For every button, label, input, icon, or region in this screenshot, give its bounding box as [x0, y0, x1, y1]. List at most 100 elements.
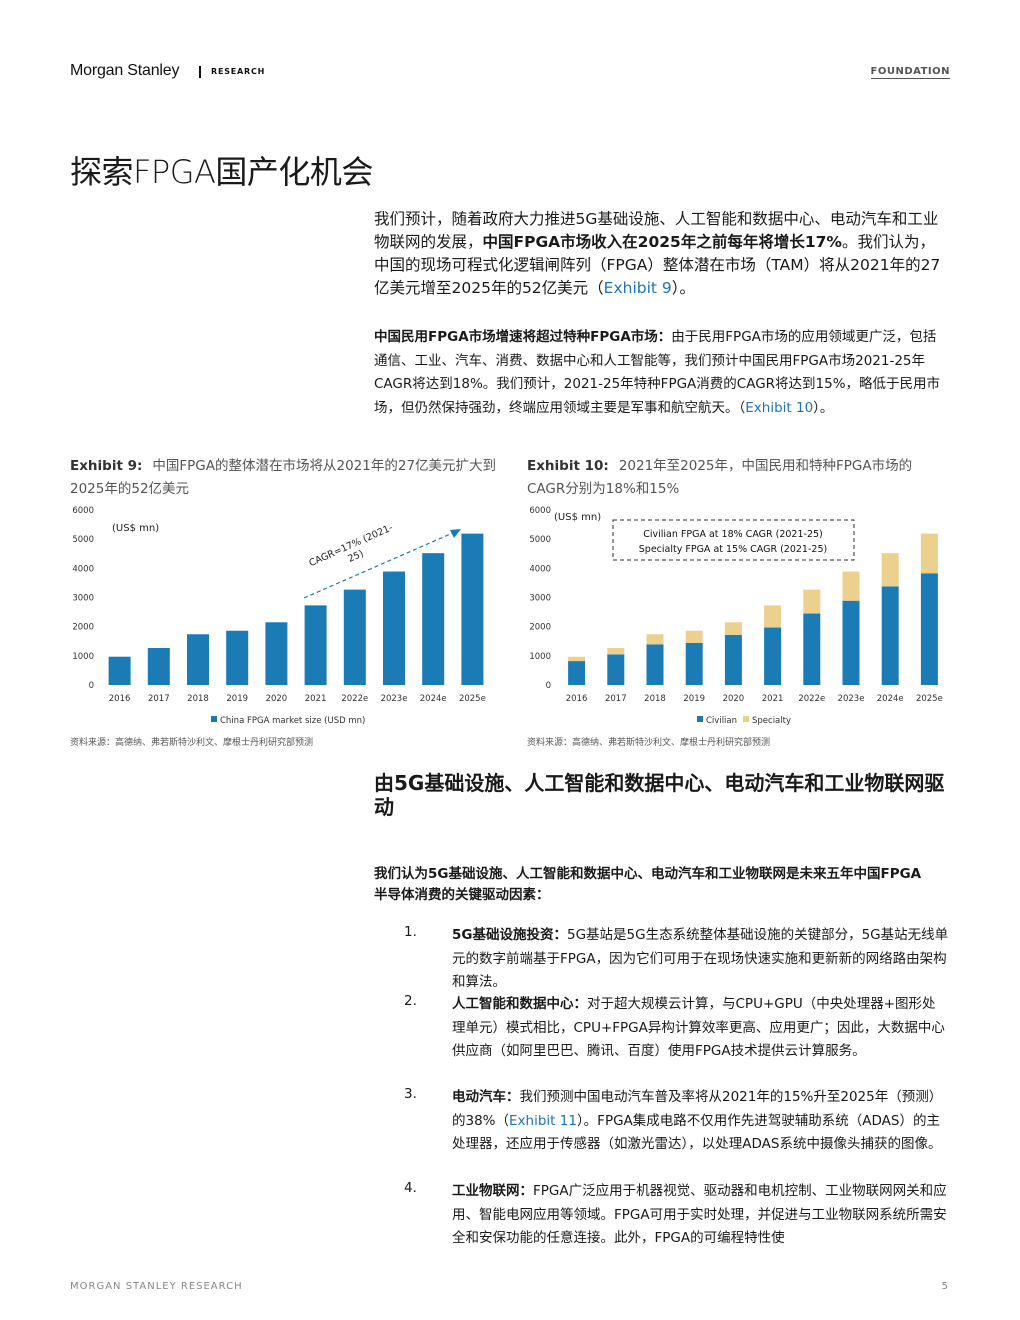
- section-heading: 由5G基础设施、人工智能和数据中心、电动汽车和工业物联网驱动: [374, 771, 945, 819]
- ex9-bar-china-fpga-market-size-usd-mn: [265, 622, 288, 685]
- list-number: 3.: [404, 1086, 417, 1102]
- ex9-x-tick-label: 2018: [187, 694, 209, 704]
- ex9-x-tick-label: 2022e: [341, 694, 368, 704]
- ex10-bar-civilian: [764, 627, 782, 685]
- ex10-x-tick-label: 2024e: [877, 694, 904, 704]
- list-item-heading: 工业物联网：: [452, 1183, 533, 1199]
- ex10-x-tick-label: 2025e: [916, 694, 943, 704]
- header-research-label: RESEARCH: [211, 67, 266, 76]
- list-number: 4.: [404, 1180, 417, 1196]
- ex10-bar-specialty: [920, 533, 938, 574]
- para2-bold: 中国民用FPGA市场增速将超过特种FPGA市场：: [374, 329, 672, 345]
- ex9-bar-china-fpga-market-size-usd-mn: [422, 553, 445, 685]
- ex10-bar-specialty: [685, 630, 703, 643]
- exhibit10-caption: 2021年至2025年，中国民用和特种FPGA市场的CAGR分别为18%和15%: [527, 458, 913, 497]
- ex9-x-tick-label: 2023e: [381, 694, 408, 704]
- ex10-bar-civilian: [881, 586, 899, 685]
- brand-logo: Morgan Stanley: [70, 62, 180, 79]
- ex9-x-tick-label: 2024e: [420, 694, 447, 704]
- ex10-bar-specialty: [724, 622, 742, 635]
- ex9-cagr-arrow-head: [450, 529, 461, 538]
- ex10-x-tick-label: 2022e: [798, 694, 825, 704]
- ex9-x-tick-label: 2021: [305, 694, 327, 704]
- exhibit10-chart: 0 1000 2000 3000 4000 5000 6000 2016 2017 2018 201…: [529, 506, 943, 726]
- list-number: 2.: [404, 993, 417, 1009]
- foundation-tag: FOUNDATION: [870, 66, 950, 79]
- ex10-bar-civilian: [724, 634, 742, 685]
- ex10-bar-civilian: [646, 644, 664, 685]
- list-item-text: FPGA广泛应用于机器视觉、驱动器和电机控制、工业物联网网关和应用、智能电网应用…: [452, 1183, 947, 1246]
- ex9-legend-swatch: [211, 716, 217, 722]
- para1-text-2: 。我们认为，中国的现场可程式化逻辑闸阵列（FPGA）整体潜在市场（TAM）将从2…: [374, 233, 941, 297]
- exhibit11-link[interactable]: Exhibit 11: [509, 1112, 577, 1129]
- ex10-annotation-box: [612, 519, 855, 561]
- ex9-y-tick-label: 5000: [72, 535, 94, 545]
- page-number: 5: [941, 1281, 948, 1292]
- ex9-bar-china-fpga-market-size-usd-mn: [187, 634, 209, 685]
- exhibit9-caption: 中国FPGA的整体潜在市场将从2021年的27亿美元扩大到2025年的52亿美元: [70, 458, 497, 497]
- list-item-text: 5G基站是5G生态系统整体基础设施的关键部分，5G基站无线单元的数字前端基于FP…: [452, 927, 949, 990]
- exhibit10-source: 资料来源：高德纳、弗若斯特沙利文、摩根士丹利研究部预测: [527, 738, 771, 748]
- ex10-bar-civilian: [920, 573, 938, 685]
- ex9-y-tick-label: 0: [89, 681, 94, 691]
- ex10-x-tick-label: 2021: [762, 694, 784, 704]
- ex10-bar-civilian: [803, 613, 821, 685]
- ex9-bar-china-fpga-market-size-usd-mn: [147, 647, 170, 685]
- ex10-annotation-specialty: Specialty FPGA at 15% CAGR (2021-25): [639, 544, 827, 555]
- ex10-x-tick-label: 2023e: [838, 694, 865, 704]
- ex9-bar-china-fpga-market-size-usd-mn: [226, 630, 249, 685]
- ex9-y-tick-label: 6000: [72, 506, 94, 516]
- ex10-legend-swatch-civilian: [697, 716, 703, 722]
- list-number: 1.: [404, 924, 417, 940]
- ex9-x-tick-label: 2025e: [459, 694, 486, 704]
- exhibit9-link[interactable]: Exhibit 9: [603, 279, 672, 297]
- ex10-y-tick-label: 0: [546, 681, 551, 691]
- ex9-bar-china-fpga-market-size-usd-mn: [461, 533, 484, 685]
- ex10-x-tick-label: 2017: [605, 694, 627, 704]
- list-item-text: 对于超大规模云计算，与CPU+GPU（中央处理器+图形处理单元）模式相比，CPU…: [452, 996, 945, 1059]
- list-item-heading: 5G基础设施投资：: [452, 927, 567, 943]
- ex10-y-tick-label: 4000: [529, 564, 551, 574]
- ex10-bar-specialty: [568, 656, 586, 662]
- ex9-bar-china-fpga-market-size-usd-mn: [343, 589, 366, 685]
- ex9-x-tick-label: 2020: [266, 694, 288, 704]
- ex9-x-tick-label: 2019: [226, 694, 248, 704]
- ex10-bar-civilian: [685, 643, 703, 685]
- ex10-legend-swatch-specialty: [743, 716, 749, 722]
- ex9-y-axis-label: (US$ mn): [112, 523, 159, 534]
- exhibit9-label: Exhibit 9:: [70, 458, 143, 474]
- ex10-x-tick-label: 2020: [723, 694, 745, 704]
- footer-brand: MORGAN STANLEY RESEARCH: [70, 1281, 243, 1292]
- ex10-y-tick-label: 6000: [529, 506, 551, 516]
- drivers-intro: 我们认为5G基础设施、人工智能和数据中心、电动汽车和工业物联网是未来五年中国FP…: [374, 866, 922, 903]
- para2-text-2: ）。: [813, 399, 834, 416]
- list-item-heading: 电动汽车：: [452, 1089, 520, 1105]
- page-title: 探索FPGA国产化机会: [70, 153, 373, 191]
- ex9-y-tick-label: 3000: [72, 594, 94, 604]
- ex10-bar-specialty: [607, 647, 625, 655]
- ex10-bar-civilian: [607, 654, 625, 685]
- ex9-x-tick-label: 2017: [148, 694, 170, 704]
- exhibit9-chart: 0 1000 2000 3000 4000 5000 6000 2016 2017 2018 201…: [72, 506, 486, 726]
- ex10-x-tick-label: 2019: [683, 694, 705, 704]
- exhibit10-link[interactable]: Exhibit 10: [745, 399, 814, 416]
- para2-text-1: 由于民用FPGA市场的应用领域更广泛，包括通信、工业、汽车、消费、数据中心和人工…: [374, 329, 941, 416]
- list-item-text: ）。FPGA集成电路不仅用作先进驾驶辅助系统（ADAS）的主处理器，还应用于传感…: [452, 1112, 942, 1153]
- intro-paragraph: 我们预计，随着政府大力推进5G基础设施、人工智能和数据中心、电动汽车和工业物联网…: [374, 208, 946, 300]
- ex10-y-axis-label: (US$ mn): [554, 512, 601, 523]
- exhibit9-title: Exhibit 9: 中国FPGA的整体潜在市场将从2021年的27亿美元扩大到2…: [70, 455, 500, 501]
- ex10-y-tick-label: 5000: [529, 535, 551, 545]
- ex10-annotation-civilian: Civilian FPGA at 18% CAGR (2021-25): [643, 529, 823, 540]
- ex9-bar-china-fpga-market-size-usd-mn: [304, 605, 327, 685]
- ex10-bar-civilian: [568, 661, 586, 685]
- ex10-bar-specialty: [646, 634, 664, 645]
- civilian-paragraph: 中国民用FPGA市场增速将超过特种FPGA市场：由于民用FPGA市场的应用领域更…: [374, 326, 946, 420]
- ex10-y-tick-label: 1000: [529, 652, 551, 662]
- exhibit9-source: 资料来源：高德纳、弗若斯特沙利文、摩根士丹利研究部预测: [70, 738, 314, 748]
- ex9-x-tick-label: 2016: [109, 694, 131, 704]
- ex9-y-tick-label: 4000: [72, 564, 94, 574]
- ex9-bar-china-fpga-market-size-usd-mn: [383, 571, 405, 685]
- ex10-x-tick-label: 2018: [644, 694, 666, 704]
- ex10-bar-civilian: [842, 600, 860, 685]
- list-item-text: 我们预测中国电动汽车普及率将从2021年的15%升至2025年（预测）的38%（: [452, 1089, 943, 1129]
